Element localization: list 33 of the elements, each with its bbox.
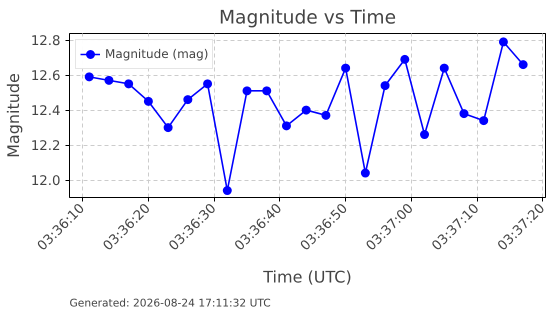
y-tick-label: 12.6	[30, 69, 61, 84]
x-axis-title: Time (UTC)	[262, 267, 352, 286]
point	[84, 72, 94, 82]
point	[282, 121, 291, 130]
point	[341, 64, 350, 73]
point	[144, 96, 153, 106]
legend-label: Magnitude (mag)	[105, 47, 208, 61]
point	[321, 110, 330, 120]
point	[222, 186, 232, 195]
point	[203, 79, 212, 88]
point	[183, 95, 192, 104]
y-tick-label: 12.4	[30, 104, 61, 120]
point	[498, 37, 508, 46]
point	[440, 64, 449, 73]
point	[380, 81, 390, 90]
point	[302, 106, 311, 115]
y-axis-title: Magnitude	[4, 73, 23, 158]
point	[104, 76, 114, 85]
text: Generated: 2026-08-24 17:11:32 UTC	[70, 296, 271, 310]
point	[400, 54, 410, 64]
point	[420, 130, 430, 140]
point	[124, 79, 134, 88]
y-tick-label: 12.2	[30, 139, 61, 154]
y-tick-label: 12.0	[30, 174, 61, 190]
point	[164, 123, 173, 132]
point	[459, 109, 468, 118]
y-tick-label: 12.8	[30, 34, 61, 50]
chart-title: Magnitude vs Time	[218, 8, 396, 28]
point	[242, 86, 252, 96]
point	[360, 168, 370, 178]
point	[479, 116, 488, 126]
point	[518, 60, 528, 70]
point	[262, 86, 272, 96]
